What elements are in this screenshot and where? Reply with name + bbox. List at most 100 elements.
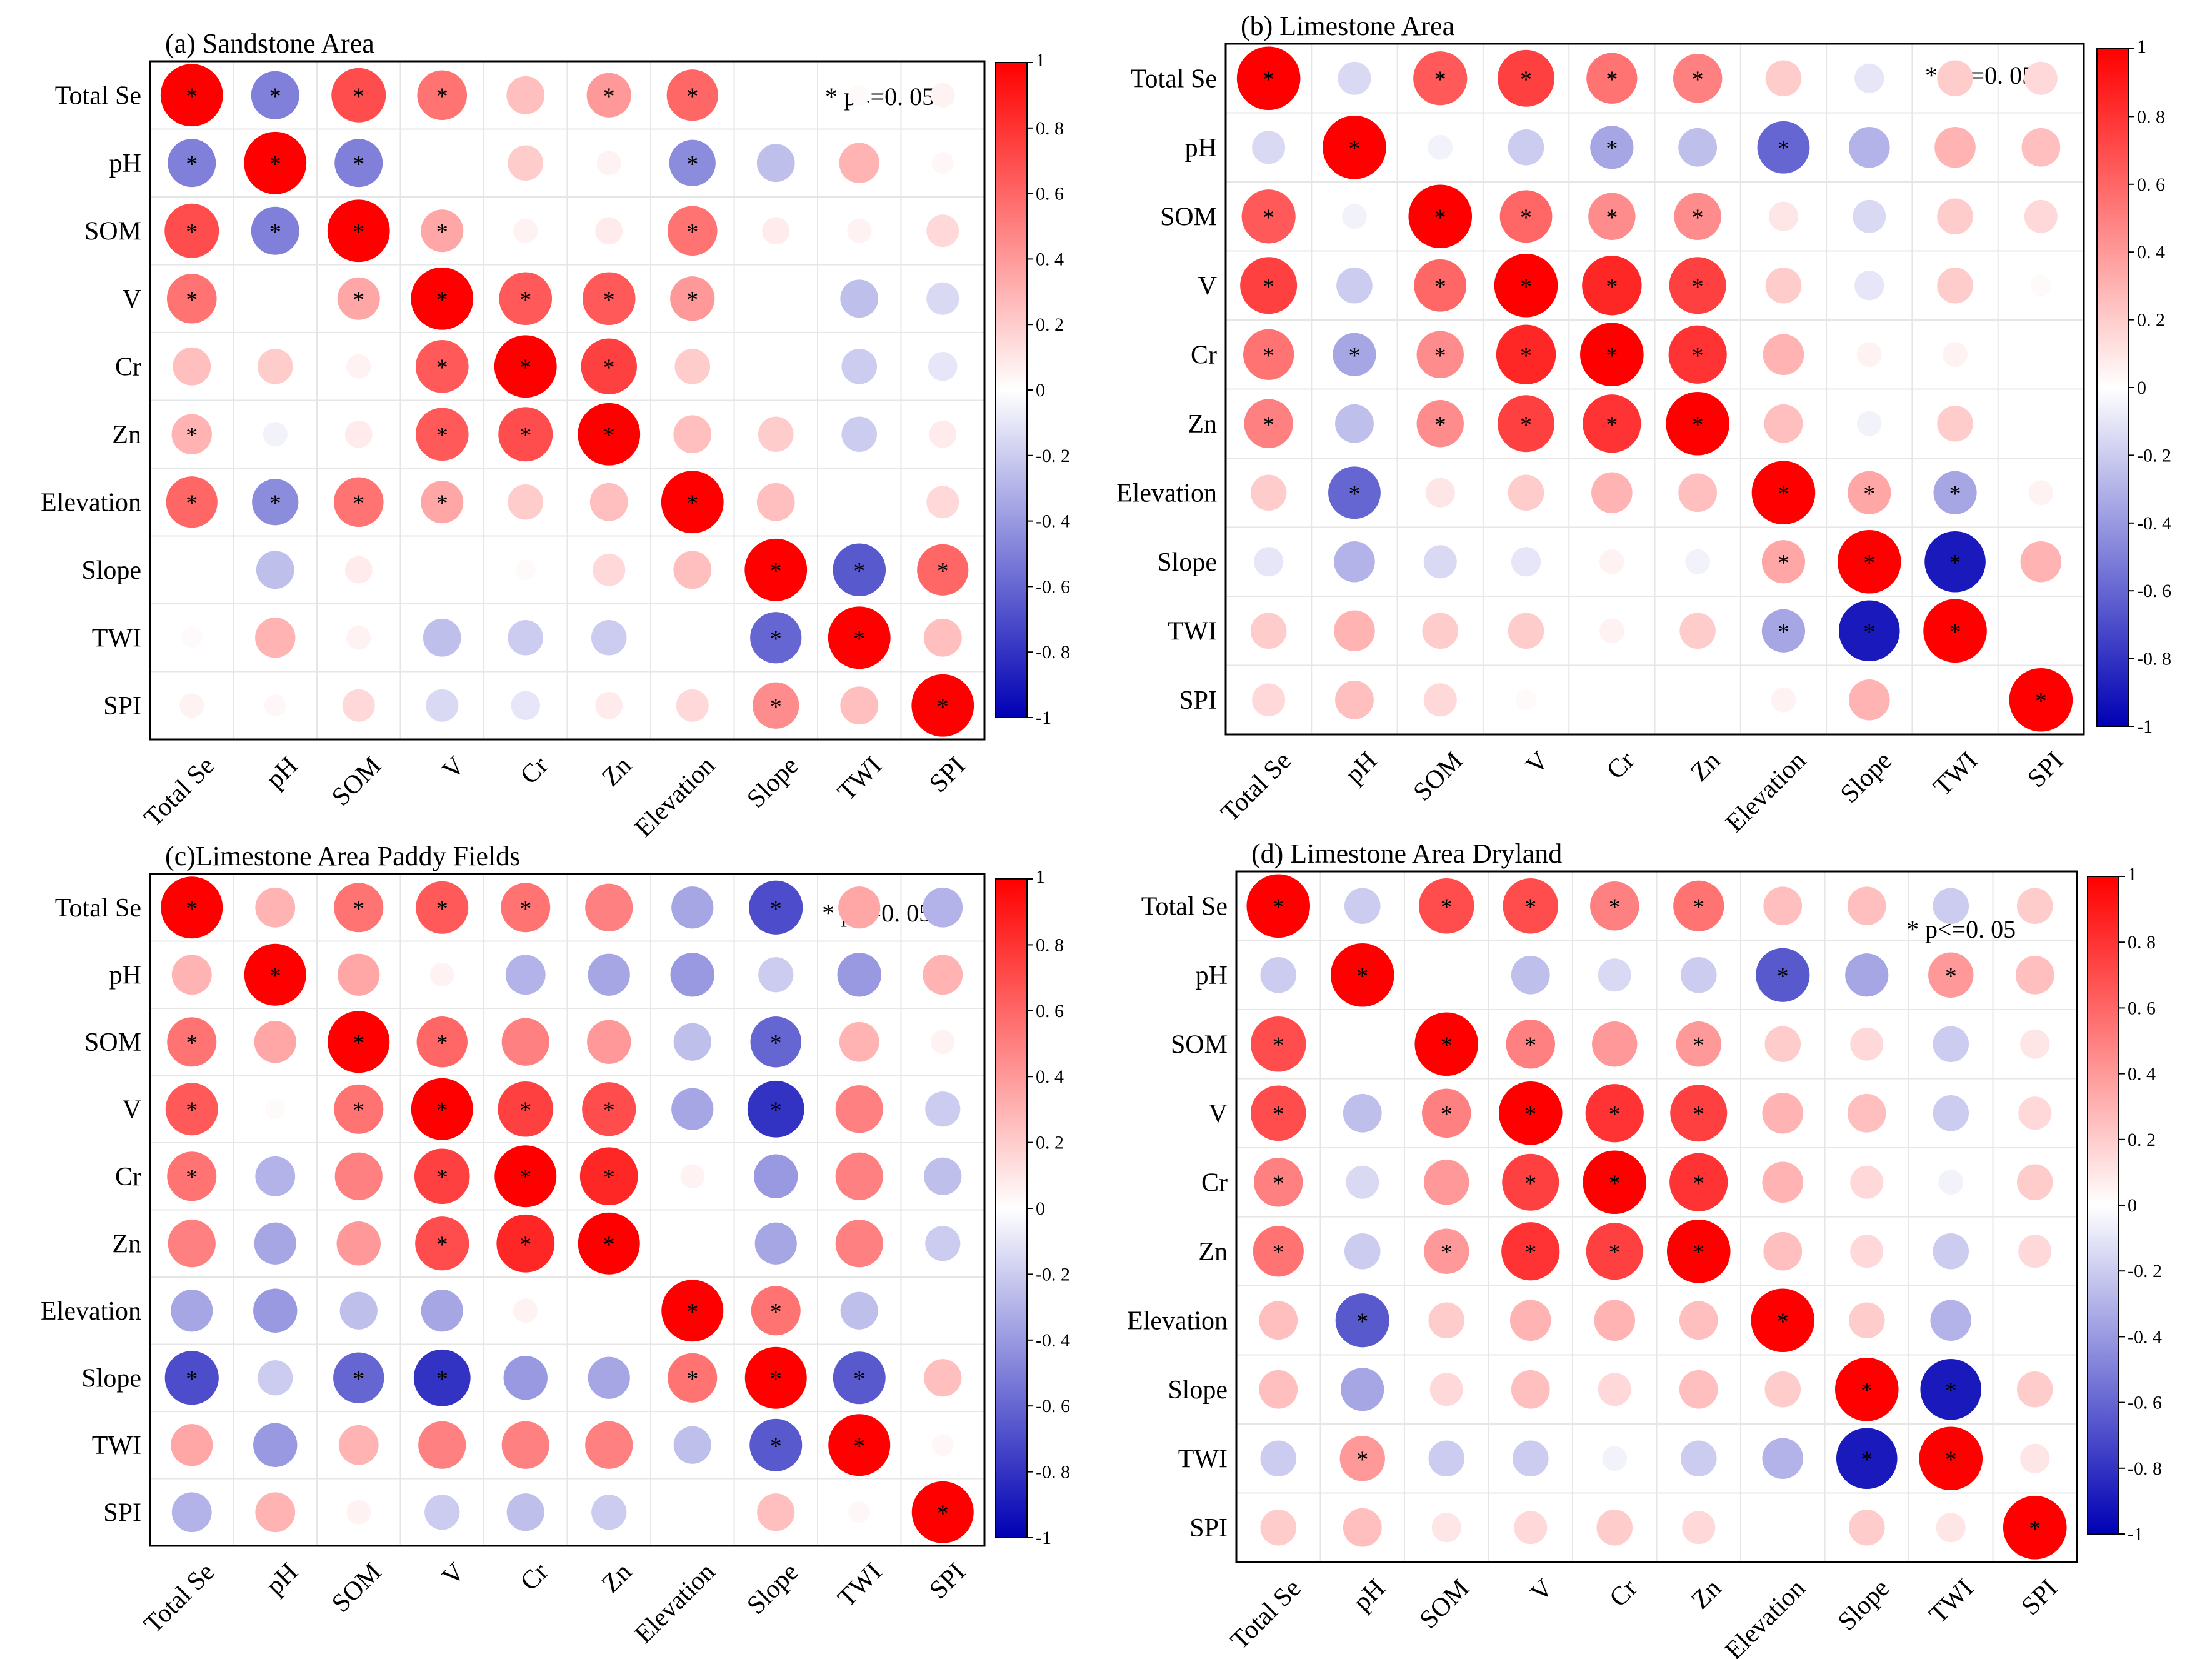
- correlation-circle: [411, 1078, 473, 1140]
- column-label: V: [1525, 1574, 1559, 1608]
- correlation-circle: [579, 1147, 638, 1206]
- correlation-circle: [505, 955, 546, 995]
- significance-marker: *: [186, 1030, 198, 1056]
- colorbar-tick-label: 0. 6: [2128, 998, 2156, 1018]
- column-label: Zn: [596, 751, 638, 793]
- correlation-circle: [1761, 540, 1806, 584]
- correlation-circle: [1250, 1085, 1306, 1141]
- row-label: TWI: [1178, 1445, 1228, 1473]
- row-label: V: [1198, 272, 1217, 301]
- correlation-circle: [1685, 549, 1711, 574]
- colorbar-tick-label: -0. 4: [1036, 1330, 1070, 1351]
- correlation-circle: [255, 1492, 296, 1533]
- significance-marker: *: [269, 83, 281, 109]
- column-label: TWI: [832, 751, 888, 807]
- correlation-circle: [1508, 613, 1544, 649]
- significance-marker: *: [186, 151, 198, 178]
- significance-marker: *: [1441, 1101, 1453, 1128]
- row-label: Cr: [1201, 1168, 1228, 1197]
- correlation-circle: [673, 551, 712, 589]
- correlation-circle: [747, 1080, 804, 1138]
- correlation-circle: [1668, 325, 1727, 384]
- correlation-circle: [254, 1021, 296, 1063]
- correlation-circle: [334, 139, 383, 188]
- correlation-circle: [1848, 471, 1891, 514]
- significance-marker: *: [1693, 1032, 1704, 1058]
- correlation-circle: [1323, 115, 1386, 179]
- significance-marker: *: [353, 1097, 364, 1123]
- column-label: V: [1521, 746, 1554, 780]
- correlation-circle: [2028, 480, 2054, 506]
- correlation-circle: [926, 282, 959, 315]
- significance-marker: *: [1861, 1378, 1873, 1404]
- significance-marker: *: [853, 558, 865, 584]
- correlation-circle: [671, 886, 714, 929]
- significance-marker: *: [1348, 136, 1360, 162]
- significance-marker: *: [1693, 1240, 1704, 1266]
- colorbar-tick-label: 0. 6: [1036, 1001, 1064, 1021]
- correlation-circle: [1425, 478, 1455, 508]
- correlation-circle: [1588, 193, 1636, 240]
- correlation-circle: [840, 279, 879, 318]
- correlation-circle: [494, 335, 557, 398]
- significance-marker: *: [1693, 1170, 1704, 1196]
- correlation-circle: [1341, 1368, 1384, 1411]
- plot-frame: [149, 873, 986, 1547]
- correlation-circle: [1598, 1373, 1631, 1406]
- significance-marker: *: [1356, 1446, 1368, 1473]
- correlation-circle: [415, 408, 469, 461]
- significance-marker: *: [1863, 550, 1875, 576]
- significance-marker: *: [686, 219, 698, 245]
- correlation-circle: [835, 1152, 883, 1200]
- significance-marker: *: [770, 1299, 782, 1325]
- colorbar: [995, 878, 1028, 1538]
- correlation-circle: [1764, 404, 1803, 443]
- correlation-circle: [1933, 1026, 1969, 1063]
- correlation-circle: [331, 68, 386, 123]
- significance-marker: *: [1356, 1308, 1368, 1335]
- correlation-circle: [670, 276, 715, 321]
- correlation-circle: [171, 1424, 213, 1466]
- correlation-circle: [2016, 888, 2053, 925]
- correlation-circle: [1260, 1509, 1297, 1546]
- correlation-circle: [1920, 1358, 1982, 1420]
- significance-marker: *: [1949, 481, 1961, 507]
- correlation-circle: [1602, 1446, 1628, 1471]
- correlation-circle: [1250, 613, 1287, 649]
- correlation-circle: [333, 477, 384, 528]
- correlation-circle: [421, 209, 464, 253]
- correlation-circle: [336, 1221, 381, 1266]
- correlation-circle: [1762, 1092, 1804, 1134]
- correlation-circle: [1413, 51, 1468, 106]
- correlation-circle: [1422, 613, 1459, 649]
- correlation-circle: [1937, 60, 1973, 97]
- column-label: Cr: [1604, 1574, 1643, 1613]
- correlation-circle: [1509, 1300, 1551, 1341]
- correlation-circle: [1338, 61, 1371, 95]
- correlation-circle: [264, 694, 286, 717]
- colorbar-tick-label: 0. 8: [1036, 118, 1064, 139]
- correlation-circle: [499, 272, 553, 326]
- correlation-circle: [333, 1352, 384, 1403]
- correlation-circle: [244, 943, 306, 1006]
- row-label: Elevation: [41, 1297, 141, 1326]
- correlation-circle: [1678, 473, 1718, 513]
- correlation-circle: [1678, 128, 1718, 167]
- colorbar-tick-label: -0. 2: [2128, 1261, 2162, 1281]
- correlation-circle: [265, 1099, 286, 1120]
- significance-marker: *: [1693, 1101, 1704, 1128]
- correlation-circle: [841, 348, 878, 384]
- correlation-circle: [1596, 1509, 1633, 1546]
- row-label: SOM: [84, 1028, 141, 1057]
- correlation-circle: [415, 1216, 469, 1271]
- column-label: SPI: [2016, 1574, 2063, 1621]
- correlation-circle: [1252, 683, 1286, 717]
- row-label: Cr: [1191, 341, 1217, 369]
- correlation-circle: [2024, 61, 2058, 95]
- correlation-circle: [928, 352, 958, 381]
- significance-marker: *: [436, 1231, 448, 1258]
- column-label: Total Se: [139, 1558, 220, 1639]
- correlation-circle: [173, 347, 211, 386]
- correlation-circle: [1254, 1158, 1303, 1207]
- correlation-circle: [501, 883, 551, 933]
